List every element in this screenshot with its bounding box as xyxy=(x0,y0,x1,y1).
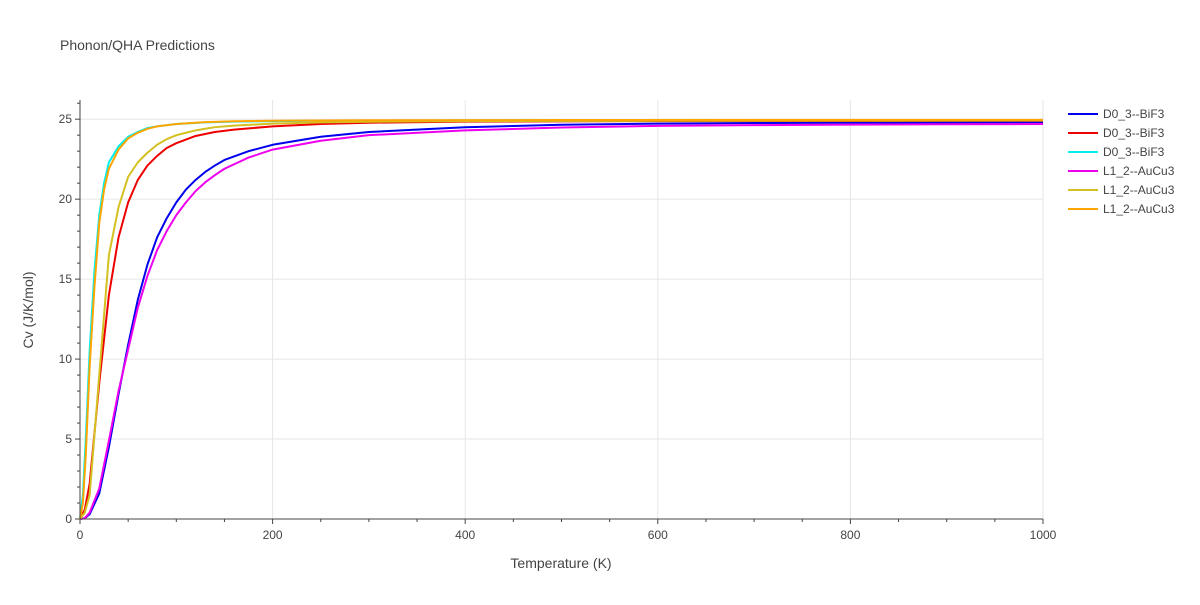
legend-label: D0_3--BiF3 xyxy=(1103,107,1165,121)
series-line-4 xyxy=(79,122,1044,520)
legend-label: D0_3--BiF3 xyxy=(1103,145,1165,159)
series-line-5 xyxy=(79,119,1044,520)
legend-item-6[interactable]: L1_2--AuCu3 xyxy=(1068,202,1175,216)
y-axis-title: Cv (J/K/mol) xyxy=(20,272,36,349)
legend-item-1[interactable]: D0_3--BiF3 xyxy=(1068,107,1165,121)
legend-item-2[interactable]: D0_3--BiF3 xyxy=(1068,126,1165,140)
x-tick-label: 800 xyxy=(840,528,860,542)
series-line-6 xyxy=(79,118,1044,520)
x-tick-label: 400 xyxy=(455,528,475,542)
x-axis-title: Temperature (K) xyxy=(510,555,611,571)
y-tick-label: 0 xyxy=(65,512,72,526)
legend-item-5[interactable]: L1_2--AuCu3 xyxy=(1068,183,1175,197)
legend-label: D0_3--BiF3 xyxy=(1103,126,1165,140)
axes xyxy=(79,100,1043,520)
x-tick-label: 1000 xyxy=(1030,528,1057,542)
legend-item-3[interactable]: D0_3--BiF3 xyxy=(1068,145,1165,159)
chart-title: Phonon/QHA Predictions xyxy=(60,37,215,53)
x-tick-label: 200 xyxy=(263,528,283,542)
tick-labels: 0 200 400 600 800 1000 0 5 10 15 20 25 xyxy=(59,112,1057,542)
legend[interactable]: D0_3--BiF3 D0_3--BiF3 D0_3--BiF3 L1_2--AuCu… xyxy=(1068,107,1175,216)
y-tick-label: 10 xyxy=(59,352,73,366)
y-tick-label: 5 xyxy=(65,432,72,446)
y-tick-label: 20 xyxy=(59,192,73,206)
legend-label: L1_2--AuCu3 xyxy=(1103,202,1175,216)
legend-label: L1_2--AuCu3 xyxy=(1103,183,1175,197)
y-tick-label: 25 xyxy=(59,112,73,126)
x-tick-label: 600 xyxy=(648,528,668,542)
legend-label: L1_2--AuCu3 xyxy=(1103,164,1175,178)
y-tick-label: 15 xyxy=(59,272,73,286)
series-layer xyxy=(79,118,1044,520)
legend-item-4[interactable]: L1_2--AuCu3 xyxy=(1068,164,1175,178)
x-tick-label: 0 xyxy=(77,528,84,542)
